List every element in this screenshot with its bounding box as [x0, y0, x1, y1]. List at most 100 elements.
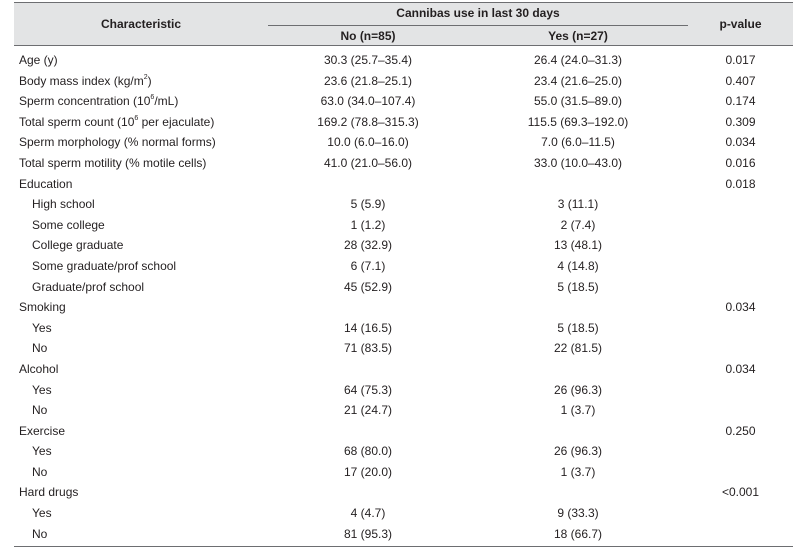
cell-p-value: 0.407 — [725, 73, 756, 88]
cell-yes: 23.4 (21.6–25.0) — [533, 73, 623, 88]
row-label-text: High school — [32, 197, 95, 212]
header-p-value: p-value — [719, 17, 762, 31]
row-label-text: Yes — [32, 382, 52, 397]
row-label: Total sperm count (106 per ejaculate) — [19, 112, 214, 133]
cell-yes: 2 (7.4) — [560, 217, 596, 232]
row-label: Alcohol — [19, 359, 58, 380]
cell-no: 68 (80.0) — [343, 444, 393, 459]
cell-p-value: 0.309 — [725, 114, 756, 129]
row-label: Yes — [32, 503, 52, 524]
row-label-text: College graduate — [32, 238, 124, 253]
cell-no: 14 (16.5) — [343, 320, 393, 335]
table-row: Smoking 0.034 — [14, 297, 793, 318]
cell-no: 23.6 (21.8–25.1) — [323, 73, 413, 88]
cell-p-value: 0.016 — [725, 155, 756, 170]
cell-p-value: 0.034 — [725, 135, 756, 150]
header-characteristic: Characteristic — [100, 17, 182, 31]
cell-p-value: 0.017 — [725, 53, 756, 67]
table-row: Hard drugs <0.001 — [14, 482, 793, 503]
row-label-text: Age (y) — [19, 53, 58, 67]
row-label-text: No — [32, 341, 48, 356]
cell-yes: 7.0 (6.0–11.5) — [541, 135, 615, 150]
row-label-text: Sperm concentration (10 — [19, 94, 151, 109]
row-label: Yes — [32, 441, 52, 462]
row-label: College graduate — [32, 235, 123, 256]
row-label-text: Hard drugs — [19, 485, 79, 500]
cell-yes: 1 (3.7) — [560, 464, 596, 479]
table-row: Yes 4 (4.7) 9 (33.3) — [14, 503, 793, 524]
row-label-text: Yes — [32, 320, 52, 335]
cell-yes: 9 (33.3) — [557, 506, 599, 521]
cell-p-value: 0.034 — [725, 361, 756, 376]
row-label-text: Total sperm count (10 — [19, 114, 135, 129]
row-label: Smoking — [19, 297, 66, 318]
table-row: Exercise 0.250 — [14, 421, 793, 442]
row-label-text: Education — [19, 176, 73, 191]
cell-yes: 3 (11.1) — [557, 197, 599, 212]
row-label-text: Alcohol — [19, 361, 59, 376]
table-row: Sperm concentration (106/mL) 63.0 (34.0–1… — [14, 91, 793, 112]
row-label-text: Smoking — [19, 300, 66, 315]
cell-no: 45 (52.9) — [343, 279, 393, 294]
row-label: High school — [32, 194, 95, 215]
row-label: Some graduate/prof school — [32, 256, 176, 277]
row-label: Body mass index (kg/m2) — [19, 71, 152, 92]
table-row: No 21 (24.7) 1 (3.7) — [14, 400, 793, 421]
table-row: Body mass index (kg/m2) 23.6 (21.8–25.1) 2… — [14, 71, 793, 92]
table-row: Yes 68 (80.0) 26 (96.3) — [14, 441, 793, 462]
cell-yes: 26 (96.3) — [553, 444, 603, 459]
cell-no: 28 (32.9) — [343, 238, 393, 253]
row-label: Age (y) — [19, 50, 58, 71]
cell-yes: 115.5 (69.3–192.0) — [527, 114, 629, 129]
header-yes: Yes (n=27) — [548, 29, 608, 43]
row-label: Education — [19, 174, 72, 195]
row-label-text: No — [32, 403, 48, 418]
row-label-text: Sperm morphology (% normal forms) — [19, 135, 216, 150]
row-label: Hard drugs — [19, 482, 78, 503]
row-label-text: Exercise — [19, 423, 66, 438]
table-row: Some college 1 (1.2) 2 (7.4) — [14, 215, 793, 236]
cell-no: 4 (4.7) — [350, 506, 386, 521]
table-body: Age (y) 30.3 (25.7–35.4) 26.4 (24.0–31.3) 0… — [14, 50, 793, 544]
cell-yes: 5 (18.5) — [557, 279, 599, 294]
table-row: College graduate 28 (32.9) 13 (48.1) — [14, 235, 793, 256]
cell-yes: 55.0 (31.5–89.0) — [533, 94, 623, 109]
table-bottom-rule — [14, 546, 793, 547]
table-row: No 81 (95.3) 18 (66.7) — [14, 524, 793, 545]
row-label-text: Some college — [32, 217, 105, 232]
row-label-superscript: 2 — [143, 73, 148, 81]
table-header: Characteristic Cannibas use in last 30 d… — [14, 2, 793, 46]
row-label: Yes — [32, 380, 52, 401]
row-label: Sperm concentration (106/mL) — [19, 91, 178, 112]
table-row: No 71 (83.5) 22 (81.5) — [14, 338, 793, 359]
cell-no: 6 (7.1) — [350, 258, 386, 273]
row-label-text: No — [32, 464, 48, 479]
cell-no: 5 (5.9) — [350, 197, 386, 212]
cell-yes: 18 (66.7) — [553, 526, 603, 541]
table-row: No 17 (20.0) 1 (3.7) — [14, 462, 793, 483]
row-label-text: Graduate/prof school — [32, 279, 145, 294]
row-label: Sperm morphology (% normal forms) — [19, 132, 216, 153]
cell-no: 63.0 (34.0–107.4) — [320, 94, 416, 109]
row-label-text: Yes — [32, 506, 52, 521]
row-label: No — [32, 524, 47, 545]
cell-p-value: 0.174 — [725, 94, 756, 109]
row-label: Exercise — [19, 421, 65, 442]
cell-no: 81 (95.3) — [343, 526, 393, 541]
table-row: High school 5 (5.9) 3 (11.1) — [14, 194, 793, 215]
cell-no: 10.0 (6.0–16.0) — [327, 135, 409, 150]
cell-no: 17 (20.0) — [343, 464, 393, 479]
row-label: Graduate/prof school — [32, 277, 144, 298]
cell-no: 41.0 (21.0–56.0) — [323, 155, 413, 170]
table-row: Education 0.018 — [14, 174, 793, 195]
cell-p-value: 0.250 — [725, 423, 756, 438]
cell-yes: 33.0 (10.0–43.0) — [533, 155, 623, 170]
row-label: Yes — [32, 318, 52, 339]
row-label: No — [32, 338, 47, 359]
row-label-text: Some graduate/prof school — [32, 258, 177, 273]
cell-p-value: 0.018 — [725, 176, 756, 191]
row-label-text: Yes — [32, 444, 52, 459]
row-label-suffix: ) — [147, 73, 152, 88]
row-label: Total sperm motility (% motile cells) — [19, 153, 206, 174]
